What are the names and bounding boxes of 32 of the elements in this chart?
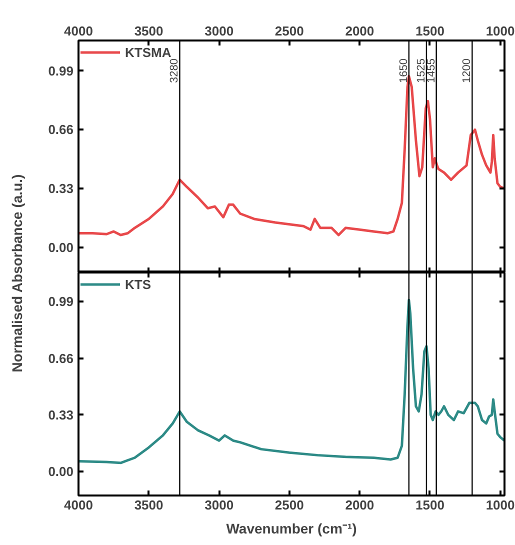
x-tick-label: 3500 bbox=[134, 24, 164, 38]
y-tick-label: 0.00 bbox=[48, 240, 74, 256]
x-tick-label: 4000 bbox=[64, 498, 93, 512]
legend-label: KTSMA bbox=[125, 44, 172, 60]
y-tick-label: 0.66 bbox=[48, 122, 74, 138]
legend-label: KTS bbox=[125, 276, 151, 292]
line-series bbox=[78, 298, 504, 464]
y-tick-label: 0.33 bbox=[48, 181, 74, 196]
x-tick-label: 3000 bbox=[204, 498, 234, 512]
ref-line-label: 1455 bbox=[425, 58, 438, 83]
x-tick-label: 1500 bbox=[416, 498, 444, 512]
x-tick-label: 2500 bbox=[274, 24, 304, 38]
x-tick-label: 1000 bbox=[486, 24, 515, 38]
y-axis-title: Normalised Absorbance (a.u.) bbox=[9, 174, 25, 372]
ref-line-label: 3280 bbox=[168, 58, 181, 83]
x-tick-label: 2000 bbox=[345, 498, 374, 512]
x-tick-label: 4000 bbox=[64, 24, 93, 38]
ref-line-label: 1200 bbox=[461, 58, 474, 83]
y-tick-label: 0.66 bbox=[48, 350, 74, 366]
y-tick-label: 0.00 bbox=[48, 464, 74, 479]
x-tick-label: 1000 bbox=[486, 498, 515, 512]
x-tick-label: 3500 bbox=[134, 498, 164, 512]
x-axis-title: Wavenumber (cm⁻¹) bbox=[226, 520, 357, 536]
y-tick-label: 0.99 bbox=[48, 63, 74, 78]
x-tick-label: 2000 bbox=[345, 24, 374, 38]
ref-line-label: 1525 bbox=[415, 58, 428, 83]
x-tick-label: 1500 bbox=[416, 24, 444, 38]
x-tick-label: 3000 bbox=[204, 24, 234, 38]
x-tick-label: 2500 bbox=[274, 498, 304, 512]
y-tick-label: 0.33 bbox=[48, 407, 74, 422]
ref-line-label: 1650 bbox=[398, 58, 410, 83]
y-tick-label: 0.99 bbox=[48, 294, 74, 310]
